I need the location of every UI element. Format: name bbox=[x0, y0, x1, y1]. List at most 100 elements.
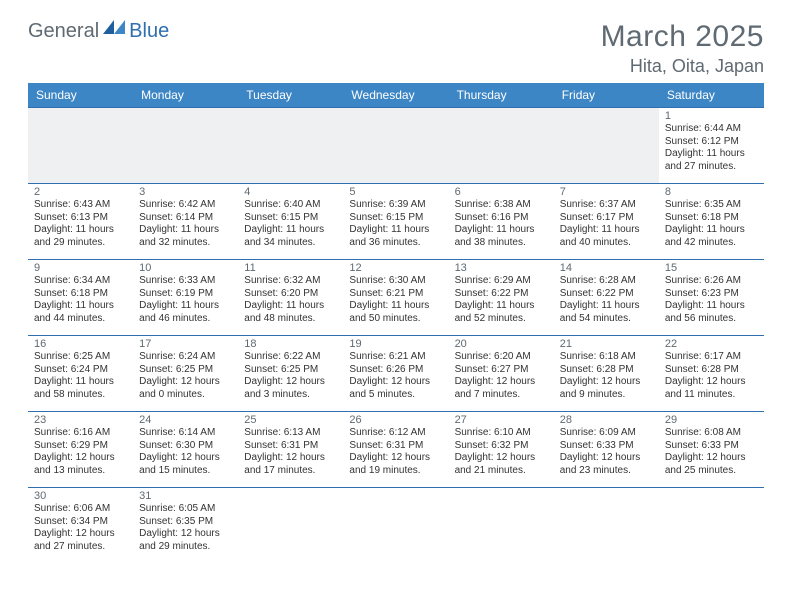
calendar-cell-empty bbox=[238, 488, 343, 564]
header-row: General Blue March 2025 Hita, Oita, Japa… bbox=[28, 20, 764, 77]
cell-sunset: Sunset: 6:34 PM bbox=[34, 516, 127, 529]
cell-sunrise: Sunrise: 6:24 AM bbox=[139, 351, 232, 364]
calendar-cell: 24Sunrise: 6:14 AMSunset: 6:30 PMDayligh… bbox=[133, 412, 238, 488]
cell-sunset: Sunset: 6:22 PM bbox=[455, 288, 548, 301]
cell-daylight2: and 13 minutes. bbox=[34, 465, 127, 478]
calendar-page: General Blue March 2025 Hita, Oita, Japa… bbox=[0, 0, 792, 584]
cell-daylight2: and 29 minutes. bbox=[34, 237, 127, 250]
cell-daylight2: and 44 minutes. bbox=[34, 313, 127, 326]
calendar-table: SundayMondayTuesdayWednesdayThursdayFrid… bbox=[28, 83, 764, 564]
calendar-cell: 31Sunrise: 6:05 AMSunset: 6:35 PMDayligh… bbox=[133, 488, 238, 564]
calendar-cell: 2Sunrise: 6:43 AMSunset: 6:13 PMDaylight… bbox=[28, 184, 133, 260]
cell-daylight1: Daylight: 11 hours bbox=[560, 224, 653, 237]
day-number: 10 bbox=[139, 262, 232, 274]
cell-sunset: Sunset: 6:18 PM bbox=[665, 212, 758, 225]
logo-text-blue: Blue bbox=[129, 20, 169, 43]
cell-daylight1: Daylight: 12 hours bbox=[139, 528, 232, 541]
cell-daylight1: Daylight: 11 hours bbox=[665, 148, 758, 161]
calendar-week-row: 16Sunrise: 6:25 AMSunset: 6:24 PM Dayligh… bbox=[28, 336, 764, 412]
calendar-cell: 8Sunrise: 6:35 AMSunset: 6:18 PMDaylight… bbox=[659, 184, 764, 260]
day-number: 15 bbox=[665, 262, 758, 274]
cell-daylight1: Daylight: 11 hours bbox=[665, 224, 758, 237]
day-number: 19 bbox=[349, 338, 442, 350]
cell-sunrise: Sunrise: 6:38 AM bbox=[455, 199, 548, 212]
cell-sunrise: Sunrise: 6:28 AM bbox=[560, 275, 653, 288]
cell-daylight2: and 34 minutes. bbox=[244, 237, 337, 250]
cell-sunset: Sunset: 6:13 PM bbox=[34, 212, 127, 225]
cell-sunset: Sunset: 6:18 PM bbox=[34, 288, 127, 301]
cell-sunset: Sunset: 6:21 PM bbox=[349, 288, 442, 301]
cell-daylight1: Daylight: 12 hours bbox=[455, 452, 548, 465]
calendar-cell: 30Sunrise: 6:06 AMSunset: 6:34 PMDayligh… bbox=[28, 488, 133, 564]
flag-icon bbox=[103, 20, 125, 43]
day-number: 16 bbox=[34, 338, 127, 350]
calendar-cell: 6Sunrise: 6:38 AMSunset: 6:16 PMDaylight… bbox=[449, 184, 554, 260]
day-number: 21 bbox=[560, 338, 653, 350]
cell-sunset: Sunset: 6:23 PM bbox=[665, 288, 758, 301]
day-number: 14 bbox=[560, 262, 653, 274]
cell-sunset: Sunset: 6:15 PM bbox=[244, 212, 337, 225]
cell-sunset: Sunset: 6:33 PM bbox=[665, 440, 758, 453]
cell-daylight2: and 50 minutes. bbox=[349, 313, 442, 326]
calendar-cell: 15Sunrise: 6:26 AMSunset: 6:23 PMDayligh… bbox=[659, 260, 764, 336]
weekday-header: Saturday bbox=[659, 83, 764, 108]
cell-sunrise: Sunrise: 6:05 AM bbox=[139, 503, 232, 516]
cell-daylight2: and 5 minutes. bbox=[349, 389, 442, 402]
calendar-cell-empty bbox=[554, 108, 659, 184]
cell-sunrise: Sunrise: 6:29 AM bbox=[455, 275, 548, 288]
cell-sunset: Sunset: 6:24 PM bbox=[34, 364, 127, 377]
cell-daylight2: and 3 minutes. bbox=[244, 389, 337, 402]
cell-daylight2: and 29 minutes. bbox=[139, 541, 232, 554]
logo: General Blue bbox=[28, 20, 169, 43]
cell-daylight1: Daylight: 12 hours bbox=[244, 452, 337, 465]
cell-daylight1: Daylight: 12 hours bbox=[349, 376, 442, 389]
cell-sunrise: Sunrise: 6:06 AM bbox=[34, 503, 127, 516]
day-number: 17 bbox=[139, 338, 232, 350]
cell-sunrise: Sunrise: 6:42 AM bbox=[139, 199, 232, 212]
cell-sunset: Sunset: 6:28 PM bbox=[560, 364, 653, 377]
cell-sunset: Sunset: 6:20 PM bbox=[244, 288, 337, 301]
cell-daylight1: Daylight: 11 hours bbox=[665, 300, 758, 313]
cell-daylight1: Daylight: 11 hours bbox=[34, 300, 127, 313]
cell-sunrise: Sunrise: 6:25 AM bbox=[34, 351, 127, 364]
cell-sunrise: Sunrise: 6:08 AM bbox=[665, 427, 758, 440]
cell-daylight2: and 46 minutes. bbox=[139, 313, 232, 326]
calendar-cell-empty bbox=[449, 488, 554, 564]
cell-sunset: Sunset: 6:16 PM bbox=[455, 212, 548, 225]
cell-sunrise: Sunrise: 6:40 AM bbox=[244, 199, 337, 212]
cell-sunset: Sunset: 6:19 PM bbox=[139, 288, 232, 301]
cell-daylight1: Daylight: 12 hours bbox=[665, 376, 758, 389]
calendar-cell: 29Sunrise: 6:08 AMSunset: 6:33 PMDayligh… bbox=[659, 412, 764, 488]
cell-daylight2: and 27 minutes. bbox=[665, 161, 758, 174]
title-block: March 2025 Hita, Oita, Japan bbox=[601, 20, 764, 77]
cell-daylight1: Daylight: 12 hours bbox=[455, 376, 548, 389]
cell-daylight1: Daylight: 11 hours bbox=[139, 224, 232, 237]
cell-sunrise: Sunrise: 6:26 AM bbox=[665, 275, 758, 288]
day-number: 3 bbox=[139, 186, 232, 198]
day-number: 2 bbox=[34, 186, 127, 198]
calendar-cell: 16Sunrise: 6:25 AMSunset: 6:24 PMDayligh… bbox=[28, 336, 133, 412]
calendar-week-row: 9Sunrise: 6:34 AMSunset: 6:18 PMDaylight… bbox=[28, 260, 764, 336]
cell-sunset: Sunset: 6:33 PM bbox=[560, 440, 653, 453]
cell-sunset: Sunset: 6:28 PM bbox=[665, 364, 758, 377]
day-number: 31 bbox=[139, 490, 232, 502]
cell-daylight2: and 7 minutes. bbox=[455, 389, 548, 402]
calendar-cell: 12Sunrise: 6:30 AMSunset: 6:21 PMDayligh… bbox=[343, 260, 448, 336]
cell-sunset: Sunset: 6:12 PM bbox=[665, 136, 758, 149]
calendar-header: SundayMondayTuesdayWednesdayThursdayFrid… bbox=[28, 83, 764, 108]
weekday-header: Wednesday bbox=[343, 83, 448, 108]
calendar-cell-empty bbox=[343, 108, 448, 184]
day-number: 24 bbox=[139, 414, 232, 426]
cell-daylight1: Daylight: 11 hours bbox=[34, 224, 127, 237]
cell-daylight2: and 36 minutes. bbox=[349, 237, 442, 250]
cell-daylight2: and 15 minutes. bbox=[139, 465, 232, 478]
cell-daylight2: and 48 minutes. bbox=[244, 313, 337, 326]
cell-sunset: Sunset: 6:26 PM bbox=[349, 364, 442, 377]
calendar-body: 1Sunrise: 6:44 AMSunset: 6:12 PMDaylight… bbox=[28, 108, 764, 564]
calendar-cell: 11Sunrise: 6:32 AMSunset: 6:20 PMDayligh… bbox=[238, 260, 343, 336]
calendar-cell: 1Sunrise: 6:44 AMSunset: 6:12 PMDaylight… bbox=[659, 108, 764, 184]
cell-daylight1: Daylight: 11 hours bbox=[244, 300, 337, 313]
day-number: 12 bbox=[349, 262, 442, 274]
calendar-cell: 25Sunrise: 6:13 AMSunset: 6:31 PMDayligh… bbox=[238, 412, 343, 488]
cell-sunrise: Sunrise: 6:22 AM bbox=[244, 351, 337, 364]
